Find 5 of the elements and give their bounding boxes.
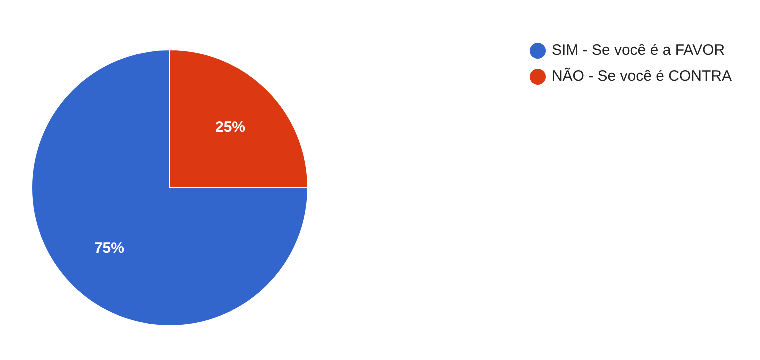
pie-slice — [32, 50, 308, 326]
legend-label: NÃO - Se você é CONTRA — [552, 66, 732, 87]
data-label: 75% — [94, 240, 125, 257]
data-label: 25% — [215, 119, 246, 136]
legend-label: SIM - Se você é a FAVOR — [552, 41, 726, 61]
